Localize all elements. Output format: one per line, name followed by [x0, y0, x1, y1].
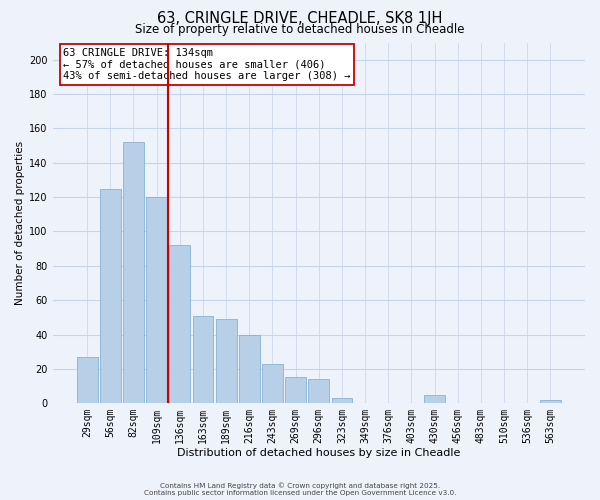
Bar [308, 379, 329, 403]
Bar [169, 245, 190, 403]
Text: Size of property relative to detached houses in Cheadle: Size of property relative to detached ho… [135, 23, 465, 36]
Bar [77, 357, 98, 403]
Y-axis label: Number of detached properties: Number of detached properties [15, 141, 25, 305]
Bar [424, 394, 445, 403]
Bar [332, 398, 352, 403]
Bar [215, 319, 236, 403]
Bar [239, 334, 260, 403]
Text: 63, CRINGLE DRIVE, CHEADLE, SK8 1JH: 63, CRINGLE DRIVE, CHEADLE, SK8 1JH [157, 11, 443, 26]
Bar [540, 400, 561, 403]
Bar [146, 197, 167, 403]
Bar [262, 364, 283, 403]
Bar [193, 316, 214, 403]
Text: 63 CRINGLE DRIVE: 134sqm
← 57% of detached houses are smaller (406)
43% of semi-: 63 CRINGLE DRIVE: 134sqm ← 57% of detach… [63, 48, 350, 81]
Bar [123, 142, 144, 403]
Text: Contains HM Land Registry data © Crown copyright and database right 2025.
Contai: Contains HM Land Registry data © Crown c… [144, 482, 456, 496]
X-axis label: Distribution of detached houses by size in Cheadle: Distribution of detached houses by size … [177, 448, 460, 458]
Bar [285, 378, 306, 403]
Bar [100, 188, 121, 403]
